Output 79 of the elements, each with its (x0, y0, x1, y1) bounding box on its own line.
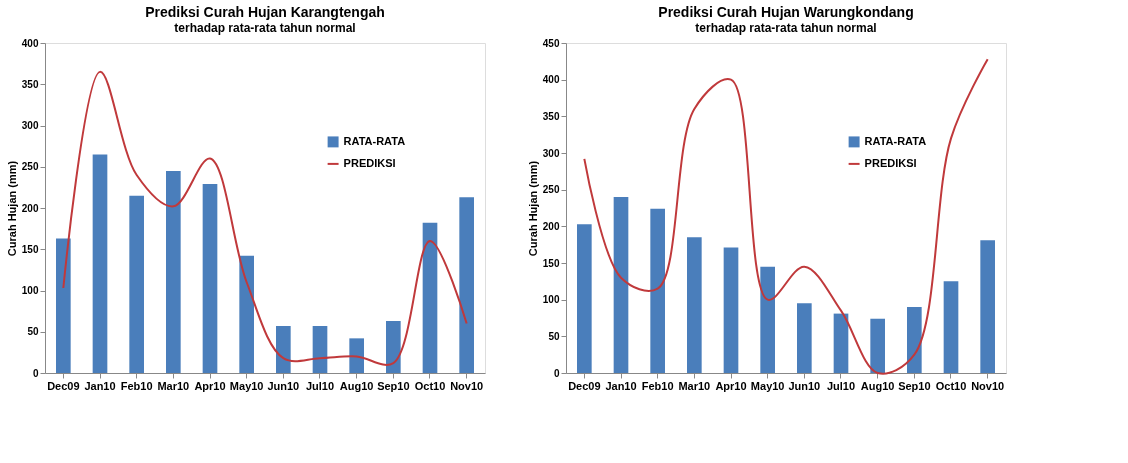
x-tick-label: Aug10 (339, 379, 374, 392)
y-tick-label: 250 (542, 184, 560, 196)
x-tick-label: Nov10 (450, 379, 484, 392)
bar (422, 222, 438, 373)
bar (833, 313, 849, 373)
bar (239, 255, 254, 373)
x-tick-label: Sep10 (377, 379, 410, 392)
bar (166, 170, 181, 373)
x-tick-label: Sep10 (898, 379, 931, 392)
x-tick-label: Aug10 (860, 379, 895, 392)
y-tick-label: 450 (542, 37, 560, 49)
x-tick-label: Dec09 (568, 379, 601, 392)
y-tick-label: 300 (21, 120, 39, 131)
x-tick-label: May10 (750, 379, 785, 392)
bar (202, 184, 218, 373)
bar (129, 195, 144, 373)
bar (92, 154, 108, 373)
y-tick-label: 100 (542, 294, 560, 306)
y-tick-label: 400 (21, 37, 39, 49)
chart-title: Prediksi Curah Hujan Karangtengah (145, 4, 385, 20)
x-tick-label: Dec09 (47, 379, 80, 392)
chart-title: Prediksi Curah Hujan Warungkondang (658, 4, 914, 20)
bar (723, 247, 739, 373)
x-tick-label: Mar10 (678, 379, 711, 392)
line-series (583, 58, 989, 375)
bar (870, 318, 885, 373)
bar (56, 238, 71, 373)
y-tick-label: 0 (553, 367, 560, 379)
bar (276, 325, 291, 373)
y-tick-label: 50 (27, 326, 39, 338)
chart-subtitle: terhadap rata-rata tahun normal (174, 21, 356, 35)
x-tick-label: Apr10 (194, 379, 226, 392)
legend-label: PREDIKSI (864, 156, 917, 169)
y-tick-label: 150 (21, 243, 39, 255)
x-tick-label: Nov10 (971, 379, 1005, 392)
x-tick-label: Oct10 (414, 379, 446, 392)
bar (980, 240, 995, 373)
line-series (62, 70, 468, 366)
y-tick-label: 50 (548, 330, 560, 342)
x-tick-label: Oct10 (935, 379, 967, 392)
y-axis-title: Curah Hujan (mm) (526, 160, 539, 257)
bar (312, 325, 328, 373)
y-tick-label: 300 (542, 147, 560, 159)
y-tick-label: 200 (21, 202, 39, 214)
bar (349, 338, 364, 373)
x-tick-label: Apr10 (715, 379, 747, 392)
y-axis-title: Curah Hujan (mm) (5, 160, 18, 257)
bar (907, 307, 922, 373)
bar (613, 197, 629, 373)
y-tick-label: 350 (542, 110, 560, 122)
x-tick-label: Feb10 (641, 379, 674, 392)
bar (687, 237, 702, 373)
x-tick-label: Jan10 (84, 379, 116, 392)
chart-subtitle: terhadap rata-rata tahun normal (695, 21, 877, 35)
legend-label: PREDIKSI (343, 156, 396, 169)
x-tick-label: Jul10 (826, 379, 856, 392)
y-tick-label: 0 (32, 367, 39, 379)
y-tick-label: 250 (21, 161, 39, 173)
bar (760, 266, 775, 373)
bar (459, 197, 474, 373)
y-tick-label: 350 (21, 78, 39, 90)
y-tick-label: 400 (542, 74, 560, 86)
x-tick-label: Jan10 (605, 379, 637, 392)
y-tick-label: 100 (21, 285, 39, 296)
bar (650, 208, 665, 373)
x-tick-label: Jul10 (305, 379, 335, 392)
x-tick-label: Jun10 (788, 379, 821, 392)
x-tick-label: Mar10 (157, 379, 190, 392)
y-tick-label: 200 (542, 220, 560, 232)
x-tick-label: May10 (229, 379, 264, 392)
bar (386, 321, 401, 373)
legend-label: RATA-RATA (343, 134, 406, 147)
bar (943, 281, 959, 373)
y-tick-label: 150 (542, 257, 560, 269)
bar (577, 224, 592, 373)
bar (797, 303, 812, 373)
x-tick-label: Jun10 (267, 379, 300, 392)
legend-label: RATA-RATA (864, 134, 927, 147)
x-tick-label: Feb10 (120, 379, 153, 392)
